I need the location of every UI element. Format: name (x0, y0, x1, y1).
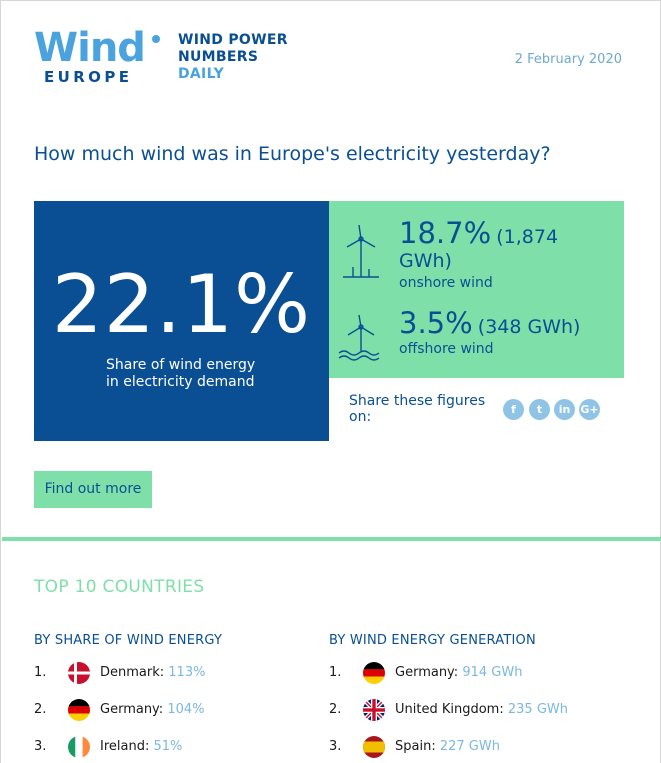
offshore-turbine-icon (338, 314, 380, 361)
find-out-more-button[interactable]: Find out more (34, 471, 152, 508)
wind-breakdown-panel: 18.7% (1,874 GWh) onshore wind 3.5% (348… (329, 201, 624, 378)
rank: 3. (329, 739, 342, 754)
country-value: 113% (168, 665, 206, 680)
by-generation-title: BY WIND ENERGY GENERATION (329, 633, 536, 648)
by-share-title: BY SHARE OF WIND ENERGY (34, 633, 223, 648)
rank: 2. (34, 702, 47, 717)
germany-flag-icon (68, 699, 90, 721)
list-item: 3. Ireland: 51% (34, 736, 314, 758)
offshore-pct: 3.5% (399, 306, 473, 340)
rank: 1. (329, 665, 342, 680)
list-item: 2. United Kingdom: 235 GWh (329, 699, 629, 721)
section-divider (2, 537, 661, 541)
issue-date: 2 February 2020 (514, 52, 622, 67)
page-headline: How much wind was in Europe's electricit… (34, 143, 551, 165)
offshore-gwh: (348 GWh) (477, 316, 581, 338)
list-item: 1. Germany: 914 GWh (329, 662, 629, 684)
list-item-text: Spain: 227 GWh (395, 736, 500, 758)
rank: 3. (34, 739, 47, 754)
tagline-line-3: DAILY (178, 66, 225, 82)
onshore-stat: 18.7% (1,874 GWh) onshore wind (399, 217, 614, 291)
logo-wind-text: Wind (34, 25, 146, 71)
united-kingdom-flag-icon (363, 699, 385, 721)
rank: 2. (329, 702, 342, 717)
list-item-text: Germany: 914 GWh (395, 662, 522, 684)
offshore-stat: 3.5% (348 GWh) offshore wind (399, 307, 619, 357)
list-item-text: Germany: 104% (100, 699, 205, 721)
country-value: 104% (167, 702, 205, 717)
country-name: Spain: (395, 739, 436, 754)
googleplus-share-icon[interactable]: G+ (579, 399, 600, 420)
onshore-pct: 18.7% (399, 216, 492, 250)
list-item: 3. Spain: 227 GWh (329, 736, 629, 758)
list-item-text: United Kingdom: 235 GWh (395, 699, 568, 721)
share-label-line-2: in electricity demand (106, 374, 255, 390)
list-item-text: Ireland: 51% (100, 736, 182, 758)
share-label-line-1: Share of wind energy (106, 357, 256, 373)
country-name: Denmark: (100, 665, 165, 680)
country-name: Germany: (395, 665, 459, 680)
facebook-share-icon[interactable]: f (503, 399, 524, 420)
list-item: 2. Germany: 104% (34, 699, 314, 721)
twitter-share-icon[interactable]: t (529, 399, 550, 420)
country-value: 51% (153, 739, 183, 754)
germany-flag-icon (363, 662, 385, 684)
onshore-gwh: (1,874 GWh) (399, 226, 559, 272)
logo-dot-icon (152, 35, 160, 43)
country-name: Ireland: (100, 739, 150, 754)
denmark-flag-icon (68, 662, 90, 684)
country-value: 914 GWh (462, 665, 523, 680)
wind-share-label: Share of wind energy in electricity dema… (106, 357, 255, 391)
country-name: Germany: (100, 702, 164, 717)
ireland-flag-icon (68, 736, 90, 758)
tagline-line-2: NUMBERS (178, 49, 259, 65)
linkedin-share-icon[interactable]: in (554, 399, 575, 420)
list-item: 1. Denmark: 113% (34, 662, 314, 684)
wind-share-value: 22.1% (51, 258, 312, 351)
logo-europe-text: EUROPE (44, 68, 133, 86)
top10-title: TOP 10 COUNTRIES (34, 577, 205, 597)
share-figures-label: Share these figures on: (349, 393, 486, 425)
rank: 1. (34, 665, 47, 680)
country-value: 227 GWh (439, 739, 500, 754)
country-value: 235 GWh (507, 702, 568, 717)
onshore-label: onshore wind (399, 275, 493, 291)
offshore-label: offshore wind (399, 341, 494, 357)
wind-share-panel: 22.1% Share of wind energy in electricit… (34, 201, 329, 441)
newsletter-tagline: WIND POWER NUMBERS DAILY (178, 32, 288, 83)
windeurope-logo[interactable]: Wind EUROPE (34, 28, 164, 88)
list-item-text: Denmark: 113% (100, 662, 205, 684)
country-name: United Kingdom: (395, 702, 504, 717)
spain-flag-icon (363, 736, 385, 758)
tagline-line-1: WIND POWER (178, 32, 288, 48)
onshore-turbine-icon (343, 224, 379, 278)
